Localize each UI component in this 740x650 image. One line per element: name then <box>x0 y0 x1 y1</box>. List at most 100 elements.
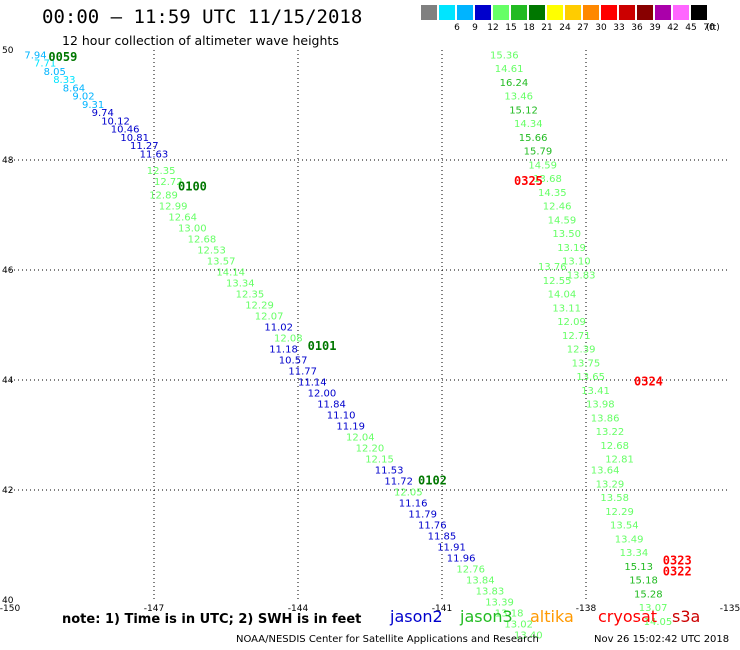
track-time-label: 0322 <box>663 564 692 578</box>
wave-height-value: 13.40 <box>514 631 543 642</box>
wave-height-value: 14.59 <box>548 215 577 226</box>
wave-height-value: 12.00 <box>308 389 337 400</box>
scale-swatch-36 <box>619 5 635 20</box>
x-tick-label: -144 <box>288 604 309 614</box>
wave-height-value: 12.35 <box>147 166 176 177</box>
wave-height-value: 11.91 <box>437 543 466 554</box>
wave-height-value: 11.63 <box>140 149 169 160</box>
wave-height-value: 11.27 <box>130 141 159 152</box>
wave-height-value: 12.35 <box>236 290 265 301</box>
wave-height-value: 12.99 <box>159 202 188 213</box>
wave-height-value: 12.89 <box>149 191 178 202</box>
credit-line: NOAA/NESDIS Center for Satellite Applica… <box>236 634 539 645</box>
wave-height-value: 13.11 <box>552 303 581 314</box>
wave-height-value: 13.83 <box>567 270 596 281</box>
scale-swatch-24 <box>547 5 563 20</box>
track-time-label: 0325 <box>514 174 543 188</box>
scale-label-21: 21 <box>541 23 553 33</box>
wave-height-value: 11.18 <box>269 345 298 356</box>
wave-height-value: 12.68 <box>188 235 217 246</box>
scale-swatch-18 <box>511 5 527 20</box>
y-tick-label: 40 <box>2 596 14 606</box>
wave-height-value: 8.64 <box>63 83 85 94</box>
wave-height-value: 10.81 <box>120 133 149 144</box>
scale-label-33: 33 <box>613 23 625 33</box>
color-scale-legend: 6 9 12 15 18 21 24 27 30 33 36 39 42 45 70 (ft) <box>421 5 730 37</box>
scale-label-12: 12 <box>487 23 499 33</box>
x-tick-label: -150 <box>0 604 20 614</box>
wave-height-value: 11.19 <box>336 422 365 433</box>
wave-height-value: 16.24 <box>500 78 529 89</box>
scale-label-24: 24 <box>559 23 571 33</box>
scale-label-45: 45 <box>685 23 697 33</box>
scale-swatch-30 <box>583 5 599 20</box>
wave-height-value: 13.84 <box>466 576 495 587</box>
wave-height-value: 13.41 <box>581 386 610 397</box>
wave-height-value: 13.18 <box>495 609 524 620</box>
wave-height-value: 13.07 <box>639 603 668 614</box>
wave-height-value: 13.58 <box>600 493 629 504</box>
wave-height-value: 11.72 <box>384 477 413 488</box>
wave-height-value: 11.77 <box>288 367 317 378</box>
wave-height-value: 13.34 <box>226 279 255 290</box>
scale-label-15: 15 <box>505 23 517 33</box>
wave-height-value: 12.68 <box>600 441 629 452</box>
wave-height-value: 7.71 <box>34 59 56 70</box>
generation-timestamp: Nov 26 15:02:42 UTC 2018 <box>594 634 730 645</box>
wave-height-value: 13.34 <box>620 548 649 559</box>
y-tick-label: 42 <box>2 486 13 496</box>
scale-swatch-12 <box>475 5 491 20</box>
wave-height-value: 12.09 <box>557 317 586 328</box>
wave-height-value: 9.31 <box>82 100 104 111</box>
y-tick-label: 50 <box>2 46 14 56</box>
wave-height-value: 13.83 <box>476 587 505 598</box>
scale-label-36: 36 <box>631 23 643 33</box>
wave-height-value: 12.71 <box>562 331 591 342</box>
wave-height-value: 13.65 <box>576 372 605 383</box>
wave-height-value: 13.68 <box>533 174 562 185</box>
scale-label-30: 30 <box>595 23 607 33</box>
wave-height-value: 12.04 <box>346 433 375 444</box>
x-tick-label: -135 <box>720 604 740 614</box>
scale-swatch-27 <box>565 5 581 20</box>
wave-height-value: 15.79 <box>524 147 553 158</box>
chart-title: 00:00 – 11:59 UTC 11/15/2018 <box>42 6 363 28</box>
wave-height-value: 13.98 <box>586 400 615 411</box>
wave-height-value: 15.12 <box>509 105 538 116</box>
wave-height-value: 14.34 <box>514 119 543 130</box>
wave-height-value: 13.64 <box>591 466 620 477</box>
y-tick-label: 48 <box>2 156 14 166</box>
wave-height-value: 13.10 <box>562 257 591 268</box>
legend-altika: altika <box>530 607 574 626</box>
wave-height-value: 11.10 <box>327 411 356 422</box>
wave-height-value: 12.81 <box>605 455 634 466</box>
track-time-label: 0101 <box>308 339 337 353</box>
wave-height-value: 12.39 <box>567 345 596 356</box>
wave-height-value: 13.00 <box>178 224 207 235</box>
scale-swatch-21 <box>529 5 545 20</box>
wave-height-value: 11.53 <box>375 466 404 477</box>
scale-label-9: 9 <box>472 23 478 33</box>
y-tick-label: 46 <box>2 266 14 276</box>
wave-height-value: 15.13 <box>624 562 653 573</box>
scale-label-70: 70 <box>703 23 715 33</box>
wave-height-value: 12.64 <box>168 213 197 224</box>
y-tick-label: 44 <box>2 376 14 386</box>
scale-label-39: 39 <box>649 23 661 33</box>
wave-height-value: 12.55 <box>543 276 572 287</box>
wave-height-value: 13.39 <box>485 598 514 609</box>
wave-height-value: 10.57 <box>279 356 308 367</box>
track-time-label: 0324 <box>634 375 663 389</box>
scale-swatch-33 <box>601 5 617 20</box>
wave-height-value: 15.66 <box>519 133 548 144</box>
x-tick-label: -141 <box>432 604 452 614</box>
wave-height-value: 13.29 <box>596 479 625 490</box>
wave-height-value: 14.59 <box>528 160 557 171</box>
wave-height-value: 8.33 <box>53 75 75 86</box>
track-time-label: 0059 <box>48 50 77 64</box>
wave-height-value: 13.76 <box>538 262 567 273</box>
wave-height-value: 8.05 <box>44 67 66 78</box>
scale-label-42: 42 <box>667 23 679 33</box>
wave-height-value: 14.14 <box>216 268 245 279</box>
